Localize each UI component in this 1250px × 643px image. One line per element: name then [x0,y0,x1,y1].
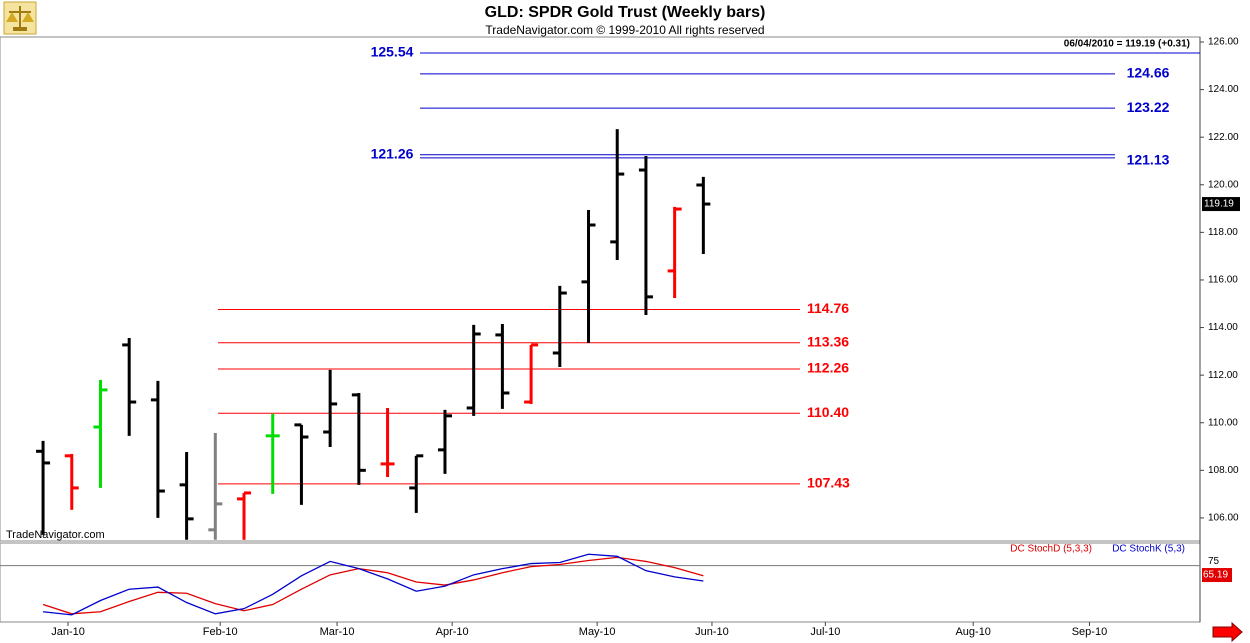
logo [3,1,37,35]
header: 06/04/2010 = 119.19 (+0.31) [1064,39,1190,50]
support-label: 114.76 [807,300,849,316]
x-tick-label: Jun-10 [695,626,729,638]
last-price-label: 119.19 [1204,199,1234,210]
resistance-label: 123.22 [1127,99,1170,115]
x-tick-label: Mar-10 [320,626,355,638]
resistance-label: 121.13 [1127,152,1170,168]
y-tick-label: 126.00 [1208,37,1239,48]
y-tick-label: 110.00 [1208,417,1238,428]
chart-title: GLD: SPDR Gold Trust (Weekly bars) [485,4,766,21]
y-tick-label: 114.00 [1208,322,1238,333]
y-tick-label: 116.00 [1208,275,1238,286]
resistance-label: 125.54 [371,44,414,60]
last-value-box [1202,568,1232,583]
y-tick-label: 124.00 [1208,84,1239,95]
x-tick-label: Aug-10 [955,626,990,638]
price-frame [0,36,1201,542]
y-tick-label: 118.00 [1208,227,1238,238]
y-tick-label: 120.00 [1208,179,1239,190]
watermark: TradeNavigator.com [6,529,105,541]
x-tick-label: Feb-10 [203,626,238,638]
chart-subtitle: TradeNavigator.com © 1999-2010 All right… [485,23,764,37]
resistance-label: 121.26 [371,145,414,161]
y-tick-label: 112.00 [1208,370,1238,381]
last-price-box [1202,197,1240,212]
support-label: 112.26 [807,360,849,376]
x-tick-label: Sep-10 [1072,626,1107,638]
stoch-line [42,556,704,615]
support-label: 107.43 [807,475,850,491]
legend-entry: DC StochK (5,3) [1112,544,1185,555]
y-tick-label: 122.00 [1208,132,1239,143]
last-value-label: 65.19 [1203,570,1228,581]
y-tick-label: 75 [1208,556,1220,567]
x-tick-label: Jul-10 [810,626,840,638]
x-tick-label: Jan-10 [51,626,85,638]
stoch-line [42,553,704,616]
resistance-label: 124.66 [1127,65,1170,81]
y-tick-label: 108.00 [1208,465,1239,476]
support-label: 113.36 [807,333,849,349]
x-tick-label: Apr-10 [436,626,469,638]
x-tick-label: May-10 [579,626,616,638]
legend-entry: DC StochD (5,3,3) [1010,544,1092,555]
y-tick-label: 106.00 [1208,513,1239,524]
scroll-arrow[interactable] [1212,621,1243,643]
support-label: 110.40 [807,404,849,420]
